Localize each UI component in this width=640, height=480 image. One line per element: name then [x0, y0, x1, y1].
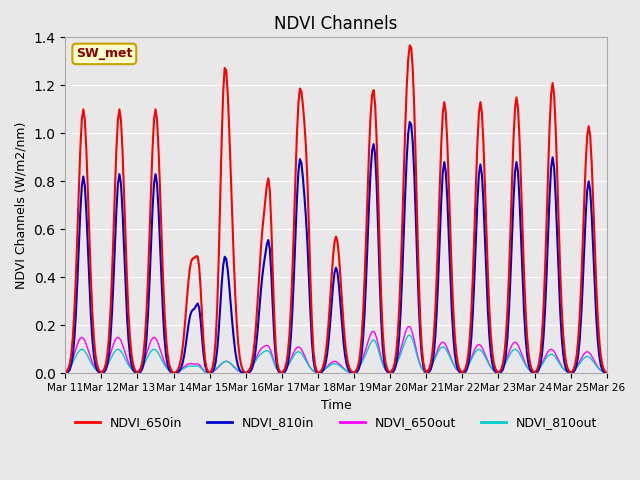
NDVI_810out [113, 347, 120, 353]
NDVI_810in [465, 361, 472, 367]
Y-axis label: NDVI Channels (W/m2/nm): NDVI Channels (W/m2/nm) [15, 121, 28, 289]
NDVI_810out [447, 355, 454, 361]
NDVI_650in [75, 188, 83, 193]
NDVI_810out [465, 362, 472, 368]
NDVI_650in [61, 371, 69, 376]
NDVI_810in [639, 371, 640, 376]
Line: NDVI_810in: NDVI_810in [65, 122, 640, 373]
NDVI_650out [75, 338, 83, 344]
NDVI_650in [367, 112, 374, 118]
NDVI_650out [113, 336, 120, 341]
NDVI_810out [299, 353, 307, 359]
NDVI_810in [367, 168, 374, 174]
NDVI_810out [367, 340, 374, 346]
NDVI_810in [406, 119, 413, 125]
Line: NDVI_810out: NDVI_810out [65, 335, 640, 373]
X-axis label: Time: Time [321, 398, 351, 412]
Legend: NDVI_650in, NDVI_810in, NDVI_650out, NDVI_810out: NDVI_650in, NDVI_810in, NDVI_650out, NDV… [70, 411, 602, 434]
NDVI_810out [639, 371, 640, 376]
NDVI_650in [406, 42, 413, 48]
NDVI_650in [113, 146, 120, 152]
NDVI_650out [637, 371, 640, 376]
NDVI_810out [406, 332, 413, 338]
Text: SW_met: SW_met [76, 48, 132, 60]
NDVI_810in [113, 206, 120, 212]
NDVI_810out [75, 348, 83, 354]
NDVI_650in [447, 229, 454, 235]
NDVI_810in [61, 371, 69, 376]
Line: NDVI_650out: NDVI_650out [65, 326, 640, 373]
NDVI_650in [465, 350, 472, 356]
NDVI_650out [447, 354, 454, 360]
Title: NDVI Channels: NDVI Channels [275, 15, 397, 33]
NDVI_650out [367, 332, 374, 337]
NDVI_650out [639, 371, 640, 376]
NDVI_650in [639, 371, 640, 376]
NDVI_810in [299, 175, 307, 180]
NDVI_650out [299, 349, 307, 355]
NDVI_650out [404, 324, 412, 329]
NDVI_650in [299, 102, 307, 108]
NDVI_810in [75, 244, 83, 250]
NDVI_810in [447, 274, 454, 279]
NDVI_650out [61, 369, 69, 374]
Line: NDVI_650in: NDVI_650in [65, 45, 640, 373]
NDVI_650out [465, 362, 472, 368]
NDVI_810out [61, 369, 69, 374]
NDVI_810out [637, 371, 640, 376]
